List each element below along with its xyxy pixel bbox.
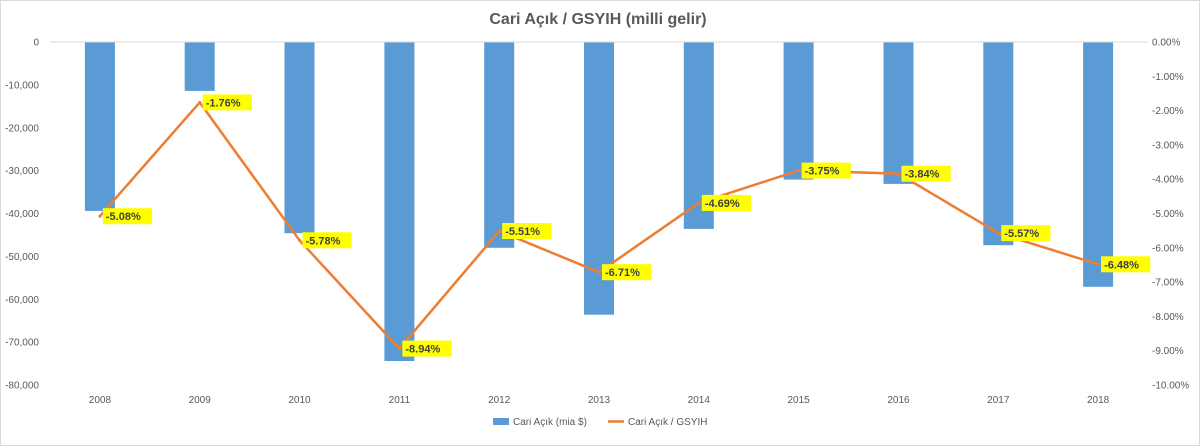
bar-2011 — [384, 42, 415, 361]
line-point — [1096, 262, 1100, 266]
data-label-2009: -1.76% — [202, 94, 252, 111]
data-label-text: -3.84% — [905, 169, 940, 181]
chart-title: Cari Açık / GSYIH (milli gelir) — [489, 11, 706, 28]
data-label-2008: -5.08% — [102, 208, 153, 225]
data-label-bg — [202, 94, 252, 111]
data-label-text: -6.48% — [1104, 259, 1139, 271]
line-point — [996, 231, 1000, 235]
data-label-2011: -8.94% — [402, 340, 452, 357]
data-label-text: -5.57% — [1004, 228, 1039, 240]
line-point — [198, 100, 202, 104]
data-label-bg — [602, 264, 652, 281]
line-point — [797, 169, 801, 173]
data-label-2013: -6.71% — [602, 264, 652, 281]
left-tick-label: -80,000 — [5, 381, 39, 392]
right-tick-label: -5.00% — [1152, 209, 1184, 220]
left-tick-label: -20,000 — [5, 123, 39, 134]
data-label-bg — [102, 208, 153, 225]
data-label-bg — [1101, 256, 1151, 273]
data-label-bg — [801, 162, 851, 179]
bar-2018 — [1083, 42, 1114, 287]
line-point — [697, 201, 701, 205]
data-label-bg — [701, 194, 751, 211]
right-tick-label: -10.00% — [1152, 381, 1189, 392]
data-label-2010: -5.78% — [302, 232, 352, 249]
legend-label-bars: Cari Açık (mia $) — [513, 417, 587, 428]
right-tick-label: -8.00% — [1152, 312, 1184, 323]
line-point — [397, 347, 401, 351]
bar-2010 — [284, 42, 315, 234]
left-tick-label: -60,000 — [5, 295, 39, 306]
right-tick-label: 0.00% — [1152, 38, 1180, 49]
line-point — [597, 270, 601, 274]
left-tick-label: -50,000 — [5, 252, 39, 263]
x-tick-label: 2016 — [887, 395, 910, 406]
data-label-text: -5.08% — [106, 211, 141, 223]
data-label-text: -5.78% — [306, 235, 341, 247]
left-tick-label: 0 — [33, 38, 39, 49]
bar-2015 — [783, 42, 814, 180]
data-label-bg — [402, 340, 452, 357]
data-label-bg — [901, 165, 951, 182]
data-label-2016: -3.84% — [901, 165, 951, 182]
line-point — [98, 214, 102, 218]
x-tick-label: 2015 — [787, 395, 810, 406]
data-label-2017: -5.57% — [1001, 225, 1051, 242]
data-label-2012: -5.51% — [502, 223, 552, 239]
bar-2012 — [484, 42, 515, 248]
line-point — [897, 172, 900, 176]
left-tick-label: -40,000 — [5, 209, 39, 220]
data-label-2015: -3.75% — [801, 162, 851, 179]
x-tick-label: 2008 — [89, 395, 112, 406]
right-tick-label: -4.00% — [1152, 175, 1184, 186]
legend: Cari Açık (mia $) Cari Açık / GSYIH — [493, 417, 707, 428]
x-tick-label: 2009 — [189, 395, 212, 406]
right-tick-label: -1.00% — [1152, 72, 1184, 83]
x-tick-label: 2012 — [488, 395, 511, 406]
data-label-bg — [1001, 225, 1051, 242]
left-axis-ticks: 0 -10,000 -20,000 -30,000 -40,000 -50,000 -60,… — [5, 38, 39, 392]
line-point — [298, 238, 301, 242]
right-tick-label: -7.00% — [1152, 278, 1184, 289]
data-label-text: -3.75% — [805, 166, 840, 178]
x-tick-label: 2017 — [987, 395, 1010, 406]
data-label-text: -8.94% — [405, 344, 440, 356]
x-tick-label: 2010 — [288, 395, 311, 406]
right-tick-label: -3.00% — [1152, 140, 1184, 151]
data-label-2018: -6.48% — [1101, 256, 1151, 273]
right-tick-label: -2.00% — [1152, 106, 1184, 117]
bar-2016 — [883, 42, 914, 184]
data-label-bg — [502, 223, 552, 239]
data-label-text: -1.76% — [206, 97, 241, 109]
right-tick-label: -9.00% — [1152, 346, 1184, 357]
data-labels: -5.08% -1.76% -5.78% -8.94% -5.51% -6.71% -4.6… — [98, 94, 1151, 357]
legend-label-line: Cari Açık / GSYIH — [628, 417, 707, 428]
line-point — [497, 229, 501, 233]
x-tick-label: 2011 — [389, 395, 411, 406]
bar-2009 — [184, 42, 215, 91]
x-axis-ticks: 2008 2009 2010 2011 2012 2013 2014 2015 2016 2017… — [89, 395, 1110, 406]
bar-2008 — [84, 42, 115, 211]
left-tick-label: -10,000 — [5, 80, 39, 91]
bar-series — [84, 42, 1114, 361]
data-label-text: -4.69% — [705, 198, 740, 210]
legend-swatch-bars — [493, 418, 509, 425]
x-tick-label: 2018 — [1087, 395, 1110, 406]
data-label-2014: -4.69% — [701, 194, 751, 211]
right-axis-ticks: 0.00% -1.00% -2.00% -3.00% -4.00% -5.00% -6.00… — [1152, 38, 1189, 392]
data-label-text: -5.51% — [505, 226, 540, 238]
data-label-text: -6.71% — [605, 267, 640, 279]
x-tick-label: 2013 — [588, 395, 611, 406]
left-tick-label: -70,000 — [5, 338, 39, 349]
bar-2017 — [983, 42, 1014, 246]
data-label-bg — [302, 232, 352, 249]
right-tick-label: -6.00% — [1152, 243, 1184, 254]
left-tick-label: -30,000 — [5, 166, 39, 177]
x-tick-label: 2014 — [688, 395, 711, 406]
